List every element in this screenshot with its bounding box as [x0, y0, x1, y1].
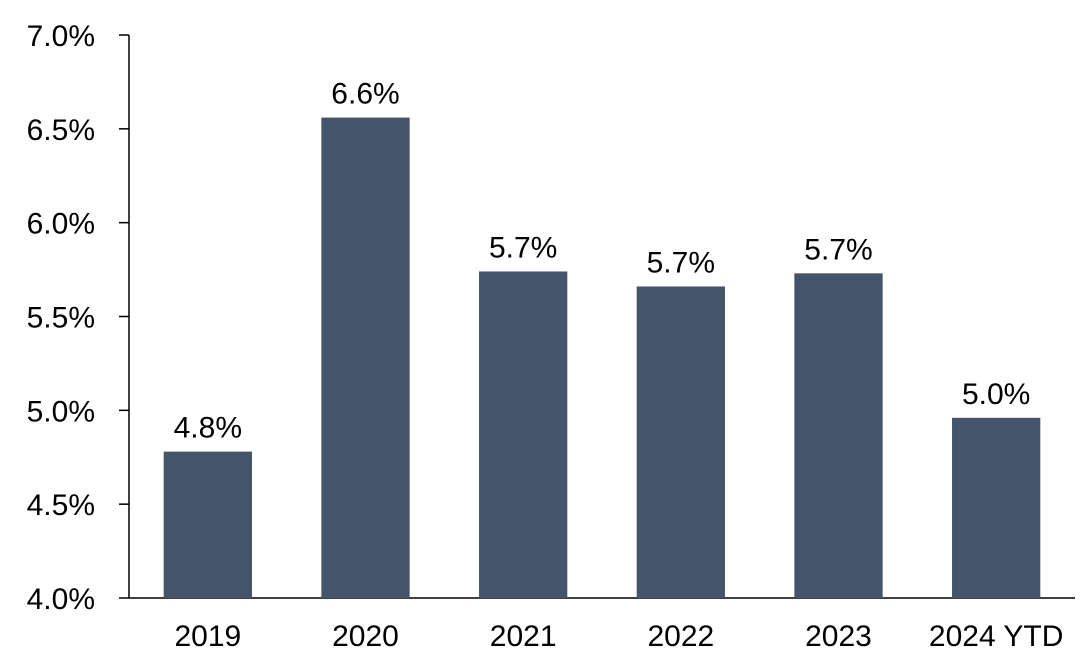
data-label: 6.6% — [331, 78, 399, 111]
y-tick-label: 5.0% — [27, 395, 95, 428]
bar-2019 — [163, 451, 252, 598]
bar-2024-ytd — [952, 417, 1041, 598]
y-tick-label: 4.0% — [27, 583, 95, 616]
data-label: 5.7% — [804, 233, 872, 266]
y-tick-label: 5.5% — [27, 302, 95, 335]
x-tick-label: 2024 YTD — [929, 620, 1064, 653]
x-tick-label: 2022 — [647, 620, 714, 653]
data-label: 5.7% — [489, 231, 557, 264]
y-tick-label: 4.5% — [27, 489, 95, 522]
data-label: 5.0% — [962, 378, 1030, 411]
x-tick-label: 2020 — [332, 620, 399, 653]
y-tick-label: 7.0% — [27, 20, 95, 53]
bars — [163, 117, 1041, 598]
y-tick-label: 6.0% — [27, 208, 95, 241]
x-axis-tick-labels: 2019 2020 2021 2022 2023 2024 YTD — [174, 620, 1063, 653]
x-tick-label: 2019 — [174, 620, 241, 653]
y-axis-ticks: 4.0% 4.5% 5.0% 5.5% 6.0% 6.5% 7.0% — [27, 20, 129, 616]
y-tick-label: 6.5% — [27, 114, 95, 147]
data-labels: 4.8% 6.6% 5.7% 5.7% 5.7% 5.0% — [174, 78, 1031, 445]
bar-2022 — [636, 286, 725, 598]
x-tick-label: 2021 — [490, 620, 557, 653]
data-label: 5.7% — [647, 246, 715, 279]
bar-2023 — [794, 273, 883, 598]
bar-2020 — [321, 117, 410, 598]
x-tick-label: 2023 — [805, 620, 872, 653]
data-label: 4.8% — [174, 412, 242, 445]
bar-2021 — [479, 271, 568, 598]
